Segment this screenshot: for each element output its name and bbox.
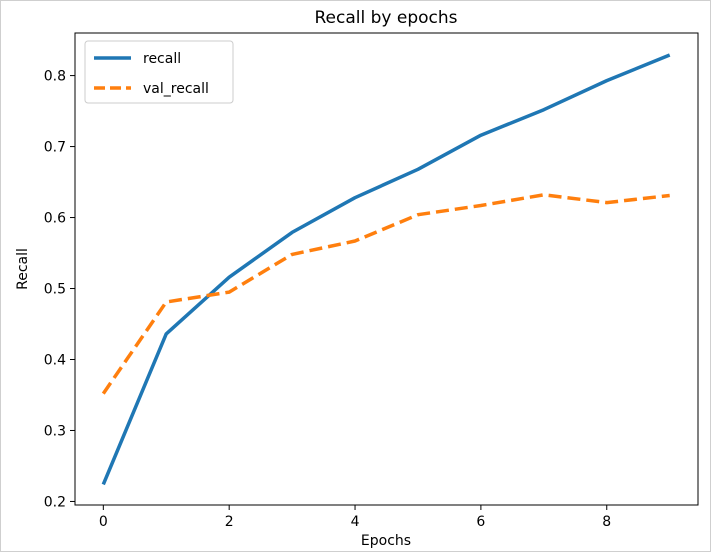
series-line-val_recall bbox=[101, 193, 670, 395]
y-tick-label: 0.4 bbox=[44, 352, 66, 368]
x-tick-label: 6 bbox=[476, 514, 485, 530]
plot-area bbox=[101, 53, 671, 486]
series-line-recall bbox=[101, 53, 671, 486]
y-axis-label: Recall bbox=[15, 248, 31, 290]
y-tick-label: 0.5 bbox=[44, 282, 66, 298]
x-axis-label: Epochs bbox=[361, 533, 411, 549]
y-tick-label: 0.8 bbox=[44, 69, 66, 85]
legend-label-val_recall: val_recall bbox=[143, 81, 209, 97]
x-tick-label: 8 bbox=[602, 514, 611, 530]
legend-label-recall: recall bbox=[143, 51, 181, 67]
axes-frame bbox=[74, 32, 699, 506]
y-tick-label: 0.3 bbox=[44, 423, 66, 439]
chart-title: Recall by epochs bbox=[314, 8, 457, 28]
y-tick-label: 0.7 bbox=[44, 140, 66, 156]
legend: recall val_recall bbox=[84, 40, 234, 104]
x-tick-label: 0 bbox=[99, 514, 108, 530]
y-tick-label: 0.2 bbox=[44, 494, 66, 510]
axes: 0 2 4 6 8 0.2 0.3 0.4 0.5 0.6 0.7 0.8 bbox=[44, 32, 699, 530]
y-tick-label: 0.6 bbox=[44, 211, 66, 227]
x-tick-label: 4 bbox=[351, 514, 360, 530]
x-tick-label: 2 bbox=[225, 514, 234, 530]
